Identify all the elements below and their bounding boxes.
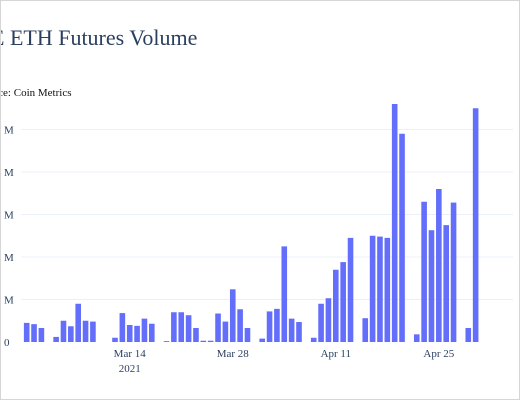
y-tick-label: 0: [4, 337, 10, 349]
bar: [171, 312, 177, 342]
bar: [428, 230, 435, 342]
y-tick-label: M: [4, 295, 14, 307]
bar: [472, 108, 479, 342]
bar: [325, 298, 332, 342]
bar: [465, 327, 472, 342]
bar: [296, 322, 302, 342]
bar: [222, 321, 229, 342]
bar: [377, 236, 383, 342]
bar: [178, 312, 185, 342]
bar: [443, 225, 449, 343]
bar: [266, 311, 273, 342]
bar: [288, 318, 295, 343]
x-tick-label: Apr 25: [423, 348, 454, 360]
bar: [281, 246, 288, 343]
bar: [421, 201, 427, 342]
bar: [193, 327, 199, 342]
bar: [391, 104, 398, 342]
bar: [134, 325, 140, 342]
bar: [90, 321, 96, 342]
bar: [399, 133, 405, 342]
bar: [362, 318, 369, 342]
y-tick-label: M: [4, 210, 14, 222]
bar: [163, 341, 170, 342]
y-tick-label: M: [4, 167, 14, 179]
bar: [274, 308, 280, 342]
bar: [126, 325, 133, 342]
bar: [23, 322, 30, 343]
x-tick-year-label: 2021: [119, 363, 141, 375]
bar: [119, 313, 126, 342]
bar: [347, 237, 354, 343]
bar: [450, 202, 457, 342]
bar: [38, 327, 45, 342]
bar: [244, 327, 251, 342]
bar: [318, 303, 324, 342]
bar: [369, 235, 376, 342]
bar: [141, 318, 148, 343]
bar: [215, 313, 221, 342]
chart-source: urce: Coin Metrics: [1, 87, 72, 99]
bar: [185, 315, 192, 342]
bar: [340, 262, 346, 342]
bar: [31, 324, 37, 342]
bar: [207, 340, 214, 342]
bar: [149, 323, 155, 342]
x-tick-label: Apr 11: [321, 348, 351, 360]
bar: [413, 334, 420, 342]
chart-title: E ETH Futures Volume: [0, 25, 198, 50]
bar: [259, 338, 265, 342]
bar: [75, 303, 81, 342]
y-tick-label: M: [4, 125, 14, 137]
bar: [436, 189, 442, 342]
bar: [333, 269, 339, 342]
bar: [82, 320, 89, 342]
bar: [384, 237, 391, 343]
x-tick-label: Mar 28: [217, 348, 250, 360]
bar: [237, 309, 243, 342]
bar: [68, 326, 74, 342]
x-tick-label: Mar 14: [114, 348, 147, 360]
bar: [200, 340, 207, 342]
bar: [310, 337, 317, 342]
bar: [229, 289, 236, 342]
bar: [112, 337, 118, 342]
y-tick-label: M: [4, 252, 14, 264]
bar: [60, 320, 67, 342]
bar: [53, 336, 59, 342]
